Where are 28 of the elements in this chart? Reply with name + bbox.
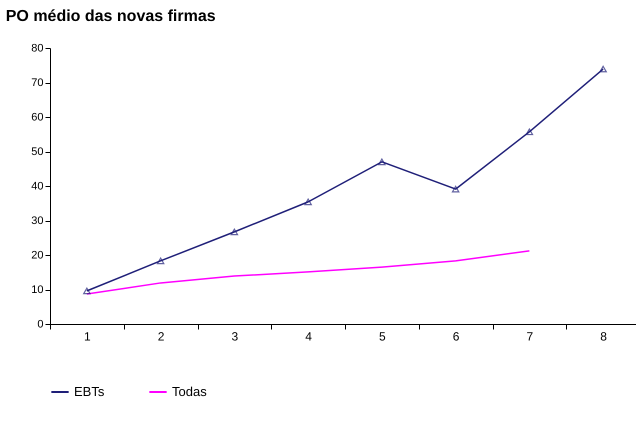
x-tick-label: 3	[232, 330, 239, 344]
y-tick-label: 40	[31, 180, 44, 192]
legend-label: Todas	[172, 384, 208, 399]
x-tick-label: 5	[379, 330, 386, 344]
x-tick-label: 2	[158, 330, 165, 344]
point	[83, 288, 91, 294]
point	[378, 158, 386, 166]
point	[156, 258, 164, 264]
x-tick-label: 6	[452, 330, 460, 344]
y-tick-label: 10	[31, 284, 44, 296]
y-tick-label: 60	[31, 112, 44, 124]
y-tick-label: 80	[31, 42, 44, 54]
point	[230, 228, 238, 236]
x-tick-label: 4	[305, 330, 312, 344]
y-tick-label: 50	[31, 146, 44, 158]
x-tick-label: 1	[84, 330, 92, 344]
y-tick-label: 70	[31, 77, 44, 89]
y-tick-label: 0	[37, 318, 44, 330]
x-tick-label: 7	[526, 330, 534, 344]
x-tick-label: 8	[600, 330, 608, 344]
chart-title: PO médio das novas firmas	[6, 8, 216, 25]
legend-label: EBTs	[74, 384, 105, 399]
y-tick-label: 20	[31, 250, 44, 262]
point	[526, 128, 534, 136]
point	[599, 66, 607, 72]
y-tick-label: 30	[31, 215, 44, 227]
point	[452, 186, 460, 192]
point	[304, 198, 312, 206]
